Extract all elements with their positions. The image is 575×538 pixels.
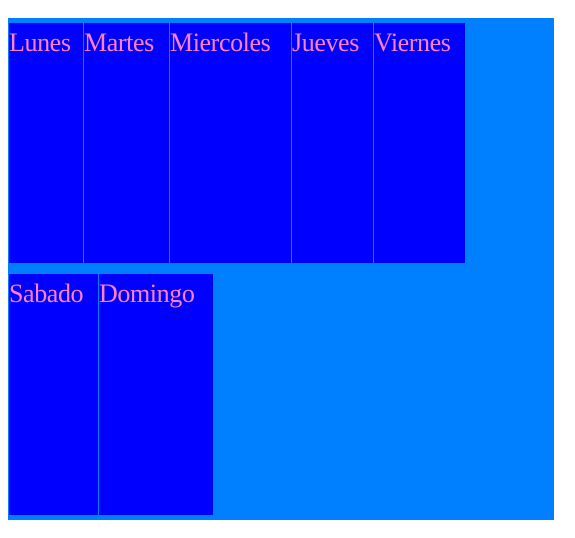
day-label-jueves: Jueves bbox=[292, 28, 359, 57]
day-cell-martes: Martes bbox=[83, 22, 170, 264]
day-cell-sabado: Sabado bbox=[8, 273, 99, 516]
day-label-martes: Martes bbox=[84, 28, 154, 57]
day-cell-viernes: Viernes bbox=[373, 22, 466, 264]
day-cell-miercoles: Miercoles bbox=[169, 22, 292, 264]
days-container: Lunes Martes Miercoles Jueves Viernes Sa… bbox=[8, 18, 554, 520]
day-label-miercoles: Miercoles bbox=[170, 28, 271, 57]
day-cell-lunes: Lunes bbox=[8, 22, 84, 264]
day-label-sabado: Sabado bbox=[9, 279, 84, 308]
day-cell-domingo: Domingo bbox=[98, 273, 214, 516]
day-cell-jueves: Jueves bbox=[291, 22, 374, 264]
day-label-viernes: Viernes bbox=[374, 28, 451, 57]
day-label-domingo: Domingo bbox=[99, 279, 195, 308]
day-label-lunes: Lunes bbox=[9, 28, 71, 57]
